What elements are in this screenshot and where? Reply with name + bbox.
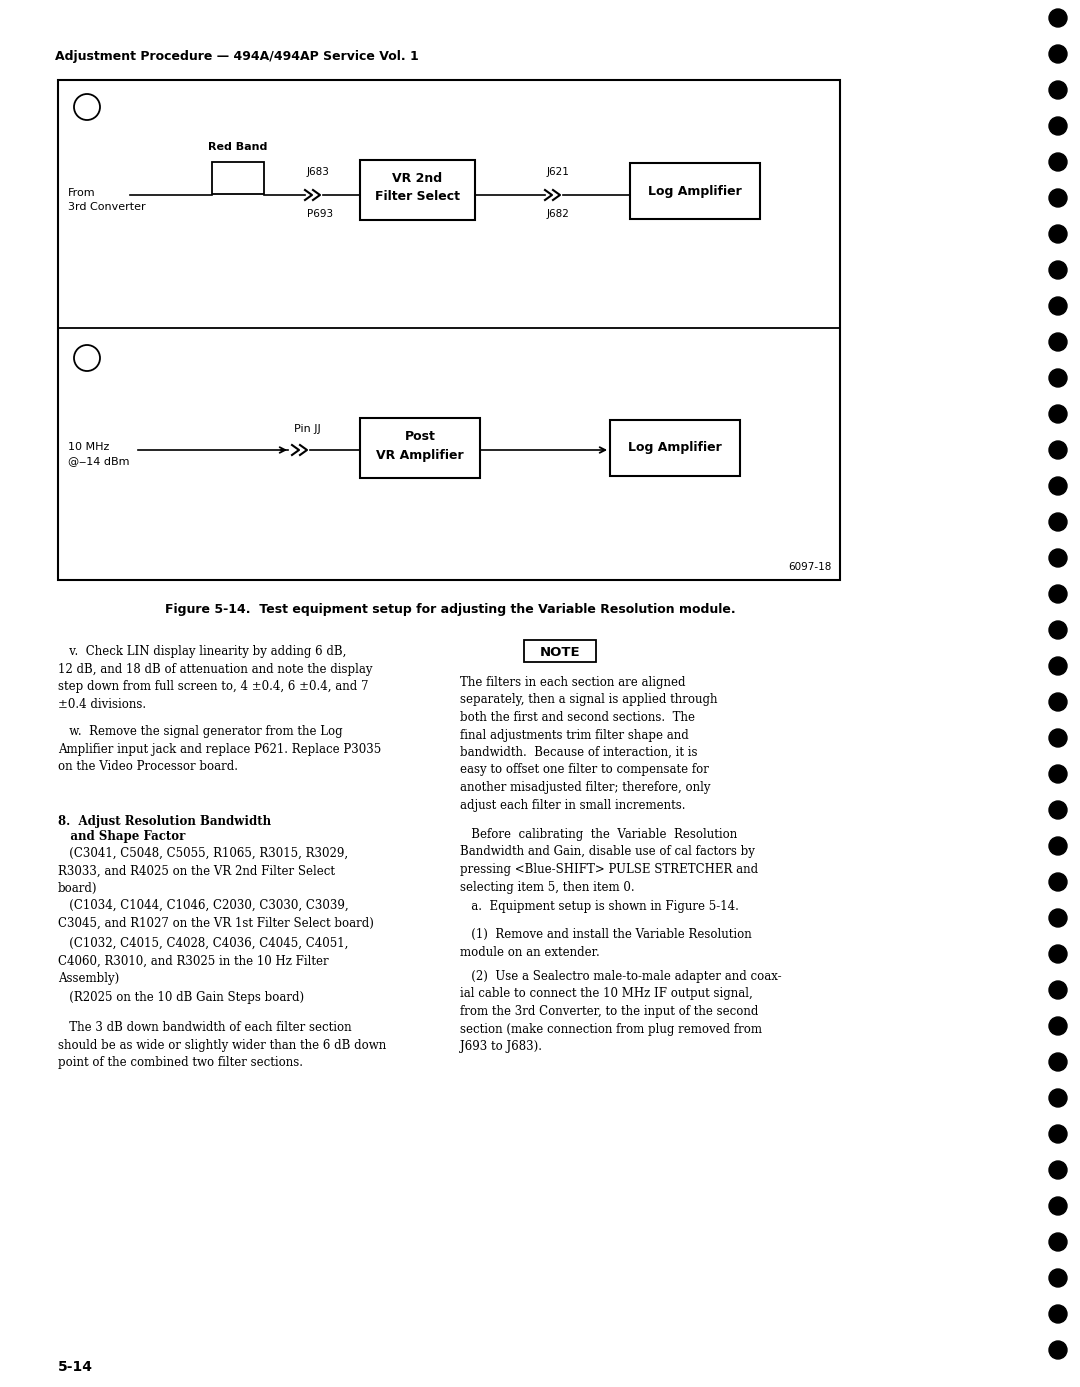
Bar: [212, 162, 264, 194]
Circle shape: [1049, 261, 1067, 279]
Bar: [524, 639, 596, 662]
Circle shape: [1049, 657, 1067, 675]
Circle shape: [1049, 836, 1067, 854]
Bar: [630, 164, 760, 219]
Circle shape: [1049, 1197, 1067, 1215]
Text: (1)  Remove and install the Variable Resolution
module on an extender.: (1) Remove and install the Variable Reso…: [460, 928, 752, 958]
Circle shape: [1049, 766, 1067, 784]
Text: (C1032, C4015, C4028, C4036, C4045, C4051,
C4060, R3010, and R3025 in the 10 Hz : (C1032, C4015, C4028, C4036, C4045, C405…: [58, 938, 349, 985]
Circle shape: [1049, 405, 1067, 423]
Text: v.  Check LIN display linearity by adding 6 dB,
12 dB, and 18 dB of attenuation : v. Check LIN display linearity by adding…: [58, 645, 373, 710]
Circle shape: [1049, 945, 1067, 963]
Circle shape: [1049, 477, 1067, 495]
Text: a: a: [83, 100, 91, 114]
Circle shape: [1049, 513, 1067, 531]
Text: (C1034, C1044, C1046, C2030, C3030, C3039,
C3045, and R1027 on the VR 1st Filter: (C1034, C1044, C1046, C2030, C3030, C303…: [58, 899, 374, 929]
Circle shape: [1049, 225, 1067, 243]
Text: Figure 5-14.  Test equipment setup for adjusting the Variable Resolution module.: Figure 5-14. Test equipment setup for ad…: [164, 603, 735, 616]
Text: Post
VR Amplifier: Post VR Amplifier: [376, 430, 463, 462]
Text: and Shape Factor: and Shape Factor: [58, 829, 186, 843]
Circle shape: [1049, 872, 1067, 890]
Text: VR 2nd
Filter Select: VR 2nd Filter Select: [375, 172, 460, 204]
Bar: [58, 80, 840, 580]
Text: 8.  Adjust Resolution Bandwidth: 8. Adjust Resolution Bandwidth: [58, 816, 271, 828]
Circle shape: [1049, 1305, 1067, 1323]
Text: (R2025 on the 10 dB Gain Steps board): (R2025 on the 10 dB Gain Steps board): [58, 990, 305, 1004]
Circle shape: [1049, 694, 1067, 712]
Text: NOTE: NOTE: [540, 645, 580, 659]
Circle shape: [1049, 1089, 1067, 1107]
Bar: [360, 160, 475, 221]
Circle shape: [1049, 730, 1067, 748]
Circle shape: [1049, 369, 1067, 387]
Circle shape: [1049, 1233, 1067, 1251]
Text: Log Amplifier: Log Amplifier: [629, 441, 721, 455]
Text: w.  Remove the signal generator from the Log
Amplifier input jack and replace P6: w. Remove the signal generator from the …: [58, 725, 381, 773]
Text: (C3041, C5048, C5055, R1065, R3015, R3029,
R3033, and R4025 on the VR 2nd Filter: (C3041, C5048, C5055, R1065, R3015, R302…: [58, 847, 348, 895]
Circle shape: [1049, 117, 1067, 135]
Text: 10 MHz
@‒14 dBm: 10 MHz @‒14 dBm: [68, 442, 130, 466]
Circle shape: [1049, 802, 1067, 818]
Circle shape: [1049, 981, 1067, 999]
Bar: [360, 417, 480, 479]
Circle shape: [1049, 80, 1067, 98]
Circle shape: [1049, 8, 1067, 26]
Circle shape: [1049, 549, 1067, 567]
Circle shape: [1049, 1341, 1067, 1359]
Text: (2)  Use a Sealectro male-to-male adapter and coax-
ial cable to connect the 10 : (2) Use a Sealectro male-to-male adapter…: [460, 970, 782, 1053]
Text: P693: P693: [307, 209, 333, 219]
Circle shape: [1049, 908, 1067, 927]
Circle shape: [1049, 621, 1067, 639]
Text: b: b: [83, 351, 91, 365]
Circle shape: [1049, 153, 1067, 171]
Text: The 3 dB down bandwidth of each filter section
should be as wide or slightly wid: The 3 dB down bandwidth of each filter s…: [58, 1021, 387, 1069]
Text: J621: J621: [546, 166, 570, 178]
Text: J683: J683: [307, 166, 329, 178]
Text: J682: J682: [546, 209, 570, 219]
Bar: [610, 420, 740, 476]
Text: Log Amplifier: Log Amplifier: [648, 184, 742, 197]
Circle shape: [1049, 297, 1067, 315]
Circle shape: [1049, 189, 1067, 207]
Circle shape: [75, 94, 100, 121]
Text: Pin JJ: Pin JJ: [294, 424, 321, 434]
Circle shape: [1049, 1053, 1067, 1071]
Circle shape: [1049, 441, 1067, 459]
Text: Red Band: Red Band: [208, 141, 268, 153]
Circle shape: [1049, 1125, 1067, 1143]
Circle shape: [75, 345, 100, 370]
Text: 6097-18: 6097-18: [788, 562, 832, 571]
Text: a.  Equipment setup is shown in Figure 5-14.: a. Equipment setup is shown in Figure 5-…: [460, 900, 739, 913]
Text: Adjustment Procedure — 494A/494AP Service Vol. 1: Adjustment Procedure — 494A/494AP Servic…: [55, 50, 419, 62]
Text: 5-14: 5-14: [58, 1361, 93, 1375]
Circle shape: [1049, 44, 1067, 62]
Circle shape: [1049, 585, 1067, 603]
Text: The filters in each section are aligned
separately, then a signal is applied thr: The filters in each section are aligned …: [460, 675, 717, 811]
Circle shape: [1049, 1269, 1067, 1287]
Text: Before  calibrating  the  Variable  Resolution
Bandwidth and Gain, disable use o: Before calibrating the Variable Resoluti…: [460, 828, 758, 893]
Circle shape: [1049, 1161, 1067, 1179]
Circle shape: [1049, 1017, 1067, 1035]
Text: From
3rd Converter: From 3rd Converter: [68, 189, 146, 212]
Circle shape: [1049, 333, 1067, 351]
